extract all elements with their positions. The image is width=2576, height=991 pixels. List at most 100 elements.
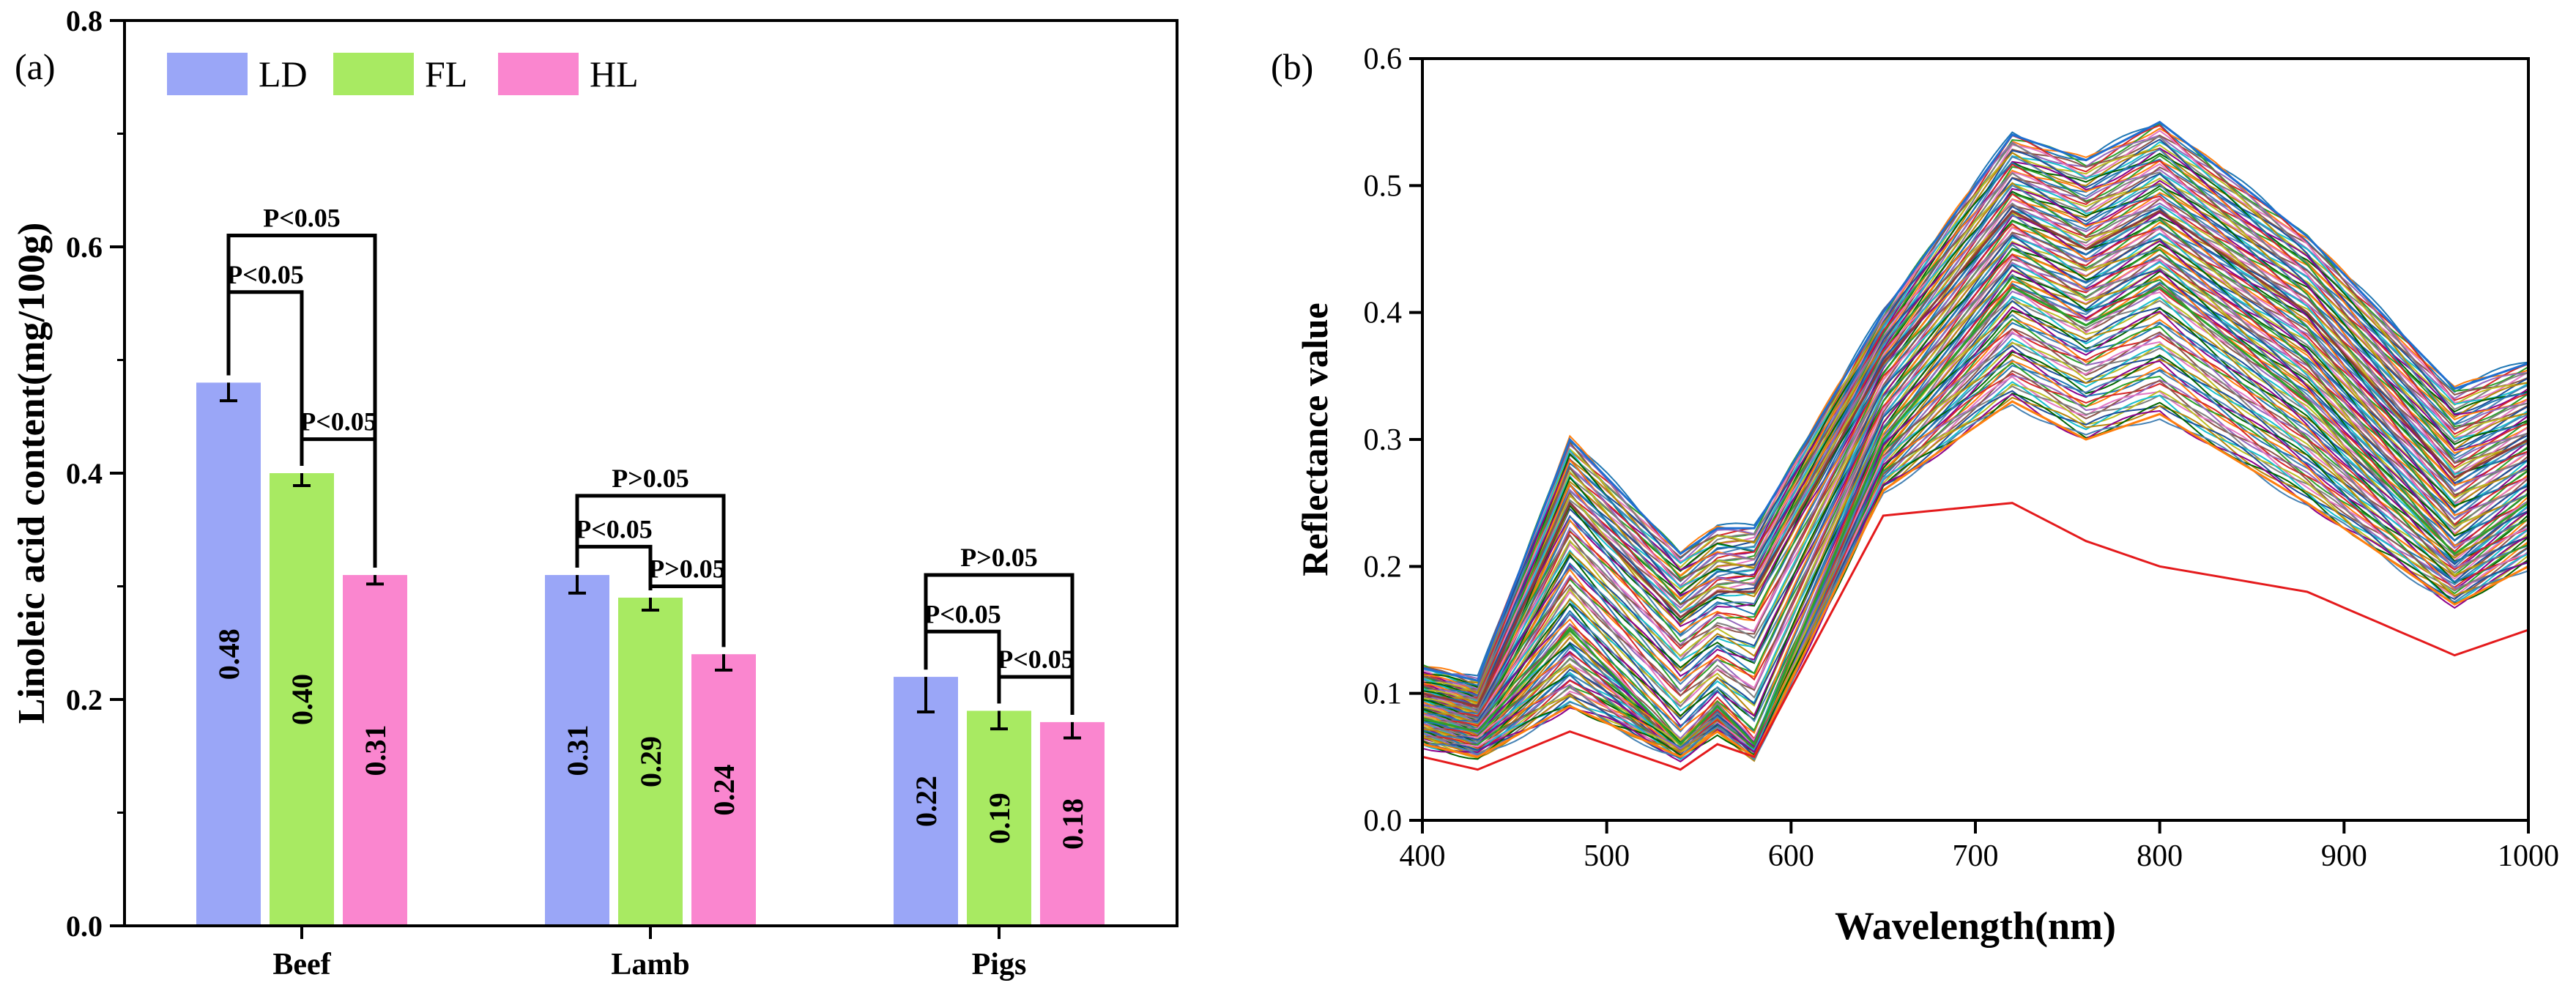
spectral-lines [1422,120,2529,771]
x-axis-ticks: Beef Lamb Pigs [272,926,1026,981]
y-tick-label: 0.2 [66,683,103,716]
bar-ld-lamb [545,575,609,926]
significance-label: P<0.05 [300,407,377,437]
spectrum-line [1422,273,2529,725]
y-tick-label: 0.4 [1364,297,1403,330]
spectrum-line [1422,223,2529,708]
x-tick-label: 800 [2137,839,2183,873]
bars: 0.48 0.31 0.22 0.40 0.29 0.19 0.31 0.24 0.18 [196,382,1105,926]
bar-ld-pigs [894,677,958,926]
spectrum-line [1422,210,2529,707]
y-tick-label: 0.5 [1364,169,1403,203]
panel-b-label: (b) [1271,46,1313,87]
spectrum-line [1422,330,2529,756]
significance-bracket [575,494,726,647]
category-label: Lamb [611,948,689,981]
spectrum-line [1422,396,2529,762]
significance-label: P<0.05 [997,645,1074,674]
bar-fl-pigs [967,710,1031,926]
spectrum-line [1422,353,2529,757]
spectrum-line [1422,502,2529,771]
significance-label: P<0.05 [924,599,1001,628]
legend-swatch-hl [498,53,579,95]
spectrum-line [1422,202,2529,701]
significance-bracket [226,290,304,466]
bar-value-label: 0.29 [634,736,667,787]
spectrum-line [1422,351,2529,753]
x-axis-ticks: 400 500 600 700 800 900 1000 [1400,820,2559,873]
significance-label: P<0.05 [263,204,341,233]
y-tick-label: 0.2 [1364,550,1403,584]
x-tick-label: 600 [1768,839,1814,873]
legend-swatch-ld [167,53,248,95]
y-tick-label: 0.0 [66,910,103,943]
spectrum-line [1422,284,2529,744]
spectrum-line [1422,144,2529,684]
x-tick-label: 500 [1584,839,1630,873]
spectrum-line [1422,274,2529,733]
significance-brackets: P<0.05 P<0.05 P<0.05 P>0.05 P<0.05 P>0.05 P>0.… [226,204,1074,715]
bar-fl-beef [270,473,334,926]
spectrum-line [1422,147,2529,684]
y-axis-label: Reflectance value [1294,303,1335,576]
legend-label-ld: LD [259,53,308,94]
spectrum-line [1422,264,2529,721]
legend-label-hl: HL [590,53,639,94]
plot-frame [1421,57,2530,822]
significance-bracket [924,629,1001,704]
bar-value-label: 0.18 [1056,798,1089,850]
y-tick-label: 0.3 [1364,423,1403,457]
bar-ld-beef [196,382,261,926]
legend: LD FL HL [167,53,639,95]
spectrum-line [1422,177,2529,695]
y-axis-ticks: 0.0 0.1 0.2 0.3 0.4 0.5 0.6 [1364,42,1422,838]
category-label: Pigs [972,948,1027,981]
x-tick-label: 1000 [2498,839,2559,873]
spectrum-line [1422,400,2529,759]
y-tick-label: 0.6 [1364,42,1403,76]
x-axis-label: Wavelength(nm) [1835,904,2116,948]
y-axis-ticks: 0.0 0.2 0.4 0.6 0.8 [66,4,125,943]
spectrum-line [1422,243,2529,714]
significance-bracket [300,437,377,568]
bar-value-label: 0.24 [708,765,740,816]
y-tick-label: 0.1 [1364,678,1403,711]
spectrum-line [1422,300,2529,752]
bar-value-label: 0.48 [212,628,245,680]
panel-a-bar-chart: (a) LD FL HL 0.00.20.40.60.8 0.480.310.220… [11,4,1178,981]
y-axis-label: Linoleic acid content(mg/100g) [11,223,53,724]
significance-bracket [924,573,1074,715]
bar-value-label: 0.40 [286,674,319,725]
significance-label: P<0.05 [226,260,304,289]
spectrum-line [1422,223,2529,708]
y-tick-label: 0.4 [66,457,103,490]
spectrum-line [1422,232,2529,713]
plot-frame [123,19,1178,927]
spectrum-line [1422,255,2529,722]
spectrum-line [1422,390,2529,759]
spectrum-line [1422,286,2529,746]
significance-bracket [575,544,653,590]
panel-b-line-chart: (b) 0.0 0.1 0.2 0.3 0.4 0.5 0.6 400 500 600 700 80… [1271,42,2559,948]
bar-hl-beef [343,575,407,926]
bar-value-label: 0.31 [359,725,392,776]
spectrum-line [1422,253,2529,719]
spectrum-line [1422,209,2529,708]
y-tick-label: 0.6 [66,231,103,264]
x-tick-label: 700 [1953,839,1999,873]
significance-bracket [997,675,1074,715]
spectrum-line [1422,313,2529,751]
spectrum-line [1422,295,2529,749]
spectrum-line [1422,134,2529,680]
y-tick-label: 0.8 [66,4,103,37]
x-tick-label: 400 [1400,839,1446,873]
spectrum-line [1422,281,2529,734]
spectrum-line [1422,192,2529,697]
spectrum-line [1422,260,2529,724]
significance-label: P>0.05 [648,554,726,584]
spectrum-line [1422,385,2529,761]
significance-label: P>0.05 [960,543,1038,572]
spectrum-line [1422,327,2529,752]
legend-label-fl: FL [425,53,467,94]
